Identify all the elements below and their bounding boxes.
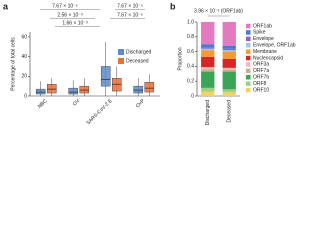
legend-label: Membrane (253, 49, 277, 55)
annotation: 3.96 × 10⁻³ (ORF1ab) (194, 8, 243, 14)
y-axis-label: Percentage of total cells (10, 37, 16, 91)
x-tick-label: Discharged (205, 100, 211, 126)
annotation: 2.56 × 10⁻³ (57, 12, 83, 18)
bar-segment (222, 71, 236, 90)
legend-label: ORF7b (253, 75, 269, 81)
x-tick-label: SARS-CoV-2 E (85, 98, 114, 127)
bar-segment (222, 89, 236, 93)
box (133, 85, 143, 94)
x-tick-label: OvP (135, 98, 147, 110)
bar-segment (201, 50, 215, 57)
y-tick-label: 20 (21, 74, 27, 80)
box (100, 66, 111, 87)
bar-segment (222, 69, 236, 72)
box (47, 83, 57, 94)
y-tick-label: 0 (191, 93, 194, 99)
bar-segment (222, 50, 236, 52)
legend-label: Envelope (253, 36, 274, 42)
legend-label: Discharged (126, 49, 152, 55)
legend-swatch (246, 75, 251, 80)
annotation: 7.67 × 10⁻⁵ (117, 3, 143, 9)
annotation: 7.67 × 10⁻⁵ (52, 3, 78, 9)
y-tick-label: 0.8 (187, 34, 194, 40)
y-tick-label: 40 (21, 54, 27, 60)
bar-segment (201, 67, 215, 70)
box (79, 85, 90, 94)
legend-swatch (246, 43, 251, 48)
bar-segment (201, 71, 215, 88)
legend-swatch (246, 81, 251, 86)
y-tick-label: 0.2 (187, 79, 194, 85)
bar-segment (201, 56, 215, 68)
bar-segment (222, 51, 236, 59)
annotation: 1.66 × 10⁻³ (62, 20, 88, 26)
panel-label: b (170, 1, 176, 11)
bar-segment (222, 22, 236, 46)
x-tick-label: OV (72, 98, 82, 108)
legend-label: Deceased (126, 58, 149, 64)
panel-label: a (3, 1, 9, 11)
bar-segment (222, 45, 236, 49)
legend-swatch (246, 36, 251, 42)
legend-swatch (246, 87, 251, 93)
legend-label: Nucleocapsid (253, 55, 283, 61)
legend-swatch (118, 49, 124, 55)
x-tick-label: NBC (37, 98, 49, 110)
bar-segment (201, 87, 215, 92)
x-tick-label: Deceased (227, 100, 233, 123)
y-tick-label: 0.4 (187, 64, 194, 70)
bar-segment (201, 48, 215, 51)
annotation: 7.67 × 10⁻⁵ (117, 12, 143, 18)
legend-swatch (246, 23, 251, 29)
legend-swatch (246, 49, 251, 54)
bar-segment (201, 44, 215, 48)
box (144, 82, 155, 93)
bar-segment (201, 69, 215, 72)
bar-segment (201, 91, 215, 96)
legend-swatch (246, 62, 251, 67)
bar-segment (222, 59, 236, 68)
legend-label: ORF3a (253, 62, 269, 68)
legend-label: ORF1ab (253, 23, 272, 29)
bar-segment (222, 92, 236, 96)
legend-label: ORF8 (253, 81, 267, 87)
y-tick-label: 60 (21, 34, 27, 40)
y-tick-label: 0 (24, 93, 27, 99)
legend-swatch (246, 30, 251, 35)
y-tick-label: 1.0 (187, 19, 194, 25)
legend-label: Envelope, ORF1ab (253, 43, 296, 49)
legend-swatch (118, 58, 124, 64)
y-axis-label: Proportion (177, 47, 183, 70)
bar-segment (201, 47, 215, 49)
legend-swatch (246, 68, 251, 74)
figure: a b 0 20 40 60 Percentage of total cells NBC O… (3, 1, 296, 127)
bar-segment (222, 48, 236, 51)
box (112, 78, 122, 92)
box (35, 88, 46, 95)
legend-label: ORF7a (253, 68, 269, 74)
bar-segment (201, 22, 215, 45)
bar-segment (222, 67, 236, 70)
y-tick-label: 0.6 (187, 49, 194, 55)
page: a b 0 20 40 60 Percentage of total cells NBC O… (3, 1, 296, 127)
legend-swatch (246, 55, 251, 61)
legend-label: ORF10 (253, 87, 269, 93)
legend-label: Spike (253, 30, 266, 36)
box (68, 87, 78, 95)
